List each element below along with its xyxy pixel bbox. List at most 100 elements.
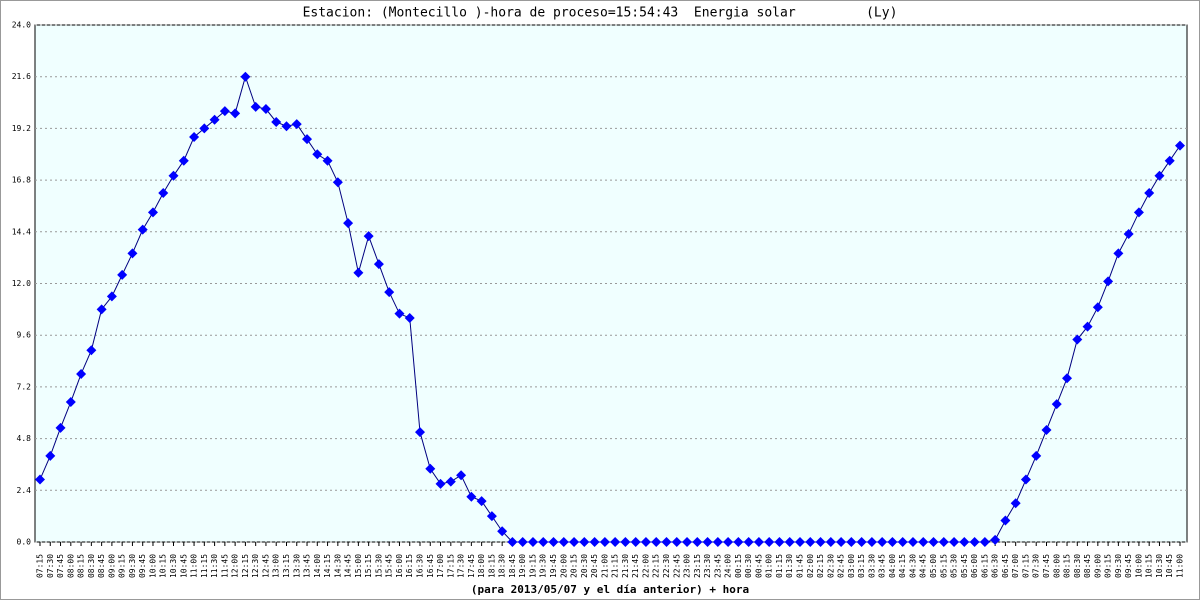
data-point: [96, 304, 107, 315]
x-tick-label: 01:00: [765, 554, 774, 578]
x-tick-label: 10:45: [1165, 554, 1174, 578]
data-point: [1144, 188, 1155, 199]
data-point: [127, 248, 138, 259]
x-tick-label: 13:00: [272, 554, 281, 578]
data-point: [795, 537, 805, 547]
data-point: [579, 537, 590, 547]
data-point: [445, 476, 456, 487]
x-tick-label: 10:15: [159, 554, 168, 578]
x-tick-label: 03:30: [867, 554, 876, 578]
data-point: [486, 511, 497, 522]
x-tick-label: 12:00: [231, 554, 240, 578]
data-point: [507, 537, 518, 547]
data-point: [702, 537, 713, 547]
data-point: [990, 534, 1001, 545]
x-tick-label: 10:00: [148, 554, 157, 578]
x-tick-label: 20:15: [570, 554, 579, 578]
data-point: [76, 368, 87, 379]
data-point: [353, 267, 364, 278]
data-point: [435, 478, 446, 489]
data-point: [404, 312, 415, 323]
x-tick-label: 20:45: [590, 554, 599, 578]
data-point: [199, 123, 210, 134]
x-tick-label: 01:15: [775, 554, 784, 578]
data-point: [250, 101, 261, 112]
y-tick-label: 2.4: [17, 486, 32, 495]
data-point: [569, 537, 580, 547]
data-point: [959, 537, 970, 547]
data-point: [219, 106, 230, 117]
x-tick-label: 13:30: [292, 554, 301, 578]
x-tick-label: 14:15: [323, 554, 332, 578]
data-point: [651, 537, 662, 547]
x-tick-label: 22:45: [672, 554, 681, 578]
data-point: [1031, 450, 1042, 461]
data-point: [764, 537, 775, 547]
data-point: [825, 537, 836, 547]
x-tick-label: 19:30: [539, 554, 548, 578]
x-tick-label: 21:45: [631, 554, 640, 578]
data-point: [497, 526, 508, 537]
x-tick-label: 07:00: [1011, 554, 1020, 578]
data-point: [322, 155, 333, 166]
x-tick-label: 03:15: [857, 554, 866, 578]
x-tick-label: 09:00: [1093, 554, 1102, 578]
data-point: [753, 537, 764, 547]
x-tick-label: 23:00: [683, 554, 692, 578]
data-point: [466, 491, 477, 502]
data-point: [723, 537, 734, 547]
data-point: [1082, 321, 1093, 332]
data-point: [815, 537, 826, 547]
x-tick-label: 15:00: [354, 554, 363, 578]
data-point: [456, 470, 467, 481]
x-tick-label: 12:45: [261, 554, 270, 578]
x-tick-label: 19:45: [549, 554, 558, 578]
data-point: [168, 170, 179, 181]
x-axis-label: (para 2013/05/07 y el día anterior) + ho…: [471, 583, 749, 596]
x-tick-label: 18:15: [487, 554, 496, 578]
x-tick-label: 17:00: [436, 554, 445, 578]
data-point: [1000, 515, 1011, 526]
x-tick-label: 15:45: [385, 554, 394, 578]
x-tick-label: 07:30: [46, 554, 55, 578]
data-point: [332, 177, 343, 188]
data-point: [230, 108, 241, 119]
data-point: [682, 537, 693, 547]
data-point: [897, 537, 908, 547]
x-tick-label: 04:15: [898, 554, 907, 578]
data-point: [476, 496, 487, 507]
data-point: [928, 537, 939, 547]
x-tick-label: 24:00: [724, 554, 733, 578]
x-tick-label: 06:45: [1001, 554, 1010, 578]
x-tick-label: 09:45: [138, 554, 147, 578]
data-point: [1113, 248, 1124, 259]
chart-title: Estacion: (Montecillo )-hora de proceso=…: [303, 6, 898, 21]
data-point: [538, 537, 549, 547]
data-point: [1123, 228, 1134, 239]
x-tick-label: 04:30: [908, 554, 917, 578]
y-tick-label: 14.4: [12, 227, 31, 236]
x-tick-label: 00:15: [734, 554, 743, 578]
data-point: [918, 537, 929, 547]
data-point: [1010, 498, 1021, 509]
x-tick-label: 09:15: [1104, 554, 1113, 578]
data-point: [209, 114, 220, 125]
data-point: [178, 155, 189, 166]
data-point: [117, 269, 128, 280]
data-point: [856, 537, 867, 547]
x-tick-label: 11:30: [210, 554, 219, 578]
x-tick-label: 12:15: [241, 554, 250, 578]
data-point: [630, 537, 641, 547]
data-point: [640, 537, 651, 547]
y-tick-label: 9.6: [17, 331, 32, 340]
data-point: [907, 537, 918, 547]
x-tick-label: 09:45: [1124, 554, 1133, 578]
x-tick-label: 08:15: [1063, 554, 1072, 578]
data-point: [1041, 424, 1052, 435]
x-tick-label: 01:30: [785, 554, 794, 578]
x-tick-label: 08:00: [1052, 554, 1061, 578]
x-tick-label: 14:30: [333, 554, 342, 578]
data-point: [548, 537, 559, 547]
data-point: [610, 537, 621, 547]
x-tick-label: 16:00: [395, 554, 404, 578]
